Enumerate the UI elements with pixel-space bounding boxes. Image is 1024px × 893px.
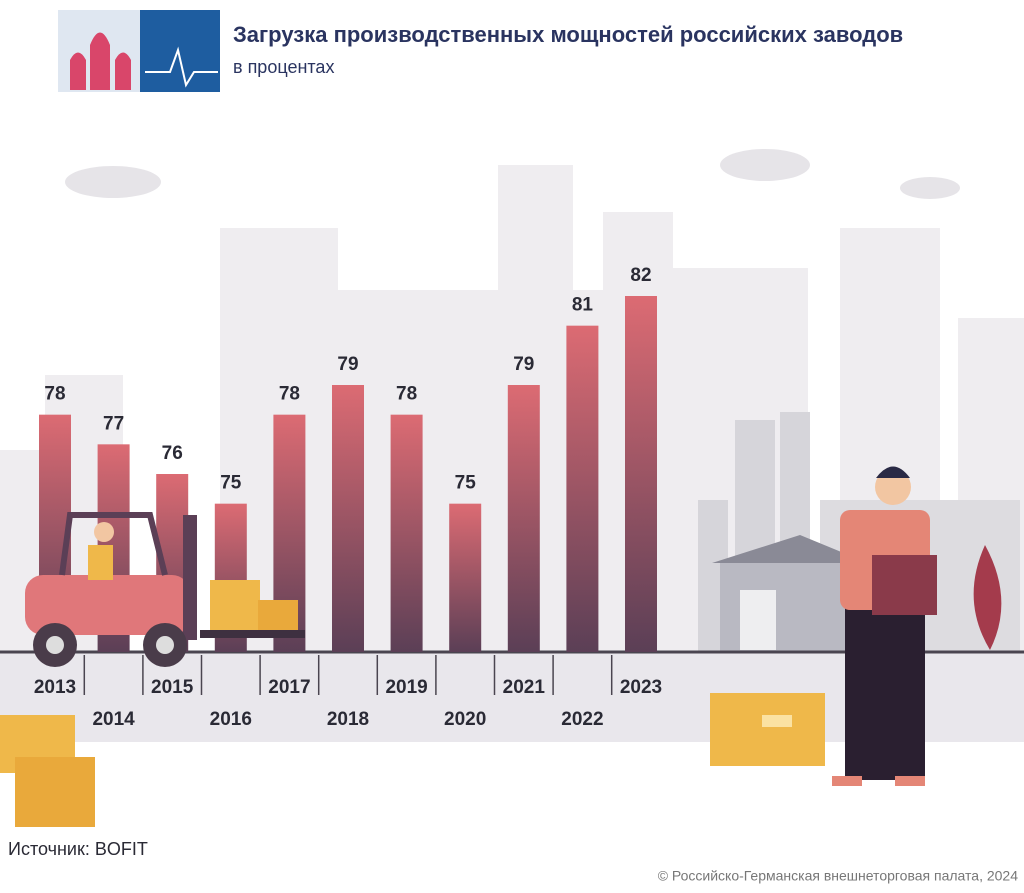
value-label: 75	[220, 473, 242, 494]
chart-title: Загрузка производственных мощностей росс…	[233, 22, 903, 47]
boxes	[0, 545, 1002, 827]
x-tick-label: 2019	[385, 677, 427, 698]
x-tick-label: 2022	[561, 709, 603, 730]
forklift	[25, 512, 305, 667]
bar	[566, 325, 599, 652]
value-label: 79	[337, 354, 358, 375]
bar	[332, 385, 364, 652]
copyright: © Российско-Германская внешнеторговая па…	[658, 868, 1019, 884]
bar	[507, 385, 540, 652]
value-label: 82	[630, 265, 651, 286]
value-label: 78	[44, 384, 65, 405]
bar	[449, 503, 482, 652]
logo	[58, 10, 220, 92]
value-label: 75	[455, 473, 477, 494]
x-tick-label: 2021	[503, 677, 546, 698]
x-tick-label: 2016	[210, 709, 252, 730]
bar	[625, 296, 657, 652]
value-label: 78	[396, 384, 417, 405]
x-tick-label: 2023	[620, 677, 662, 698]
x-tick-label: 2015	[151, 677, 194, 698]
x-tick-label: 2013	[34, 677, 76, 698]
chart-subtitle: в процентах	[233, 57, 334, 77]
source: Источник: BOFIT	[8, 839, 148, 859]
x-tick-label: 2017	[268, 677, 310, 698]
value-label: 77	[103, 413, 124, 434]
value-label: 79	[513, 354, 534, 375]
value-label: 81	[572, 295, 594, 316]
value-label: 78	[279, 384, 300, 405]
bar	[390, 414, 423, 652]
worker	[832, 466, 937, 786]
value-label: 76	[162, 443, 183, 464]
x-tick-label: 2020	[444, 709, 486, 730]
x-tick-label: 2014	[92, 709, 135, 730]
x-tick-label: 2018	[327, 709, 369, 730]
